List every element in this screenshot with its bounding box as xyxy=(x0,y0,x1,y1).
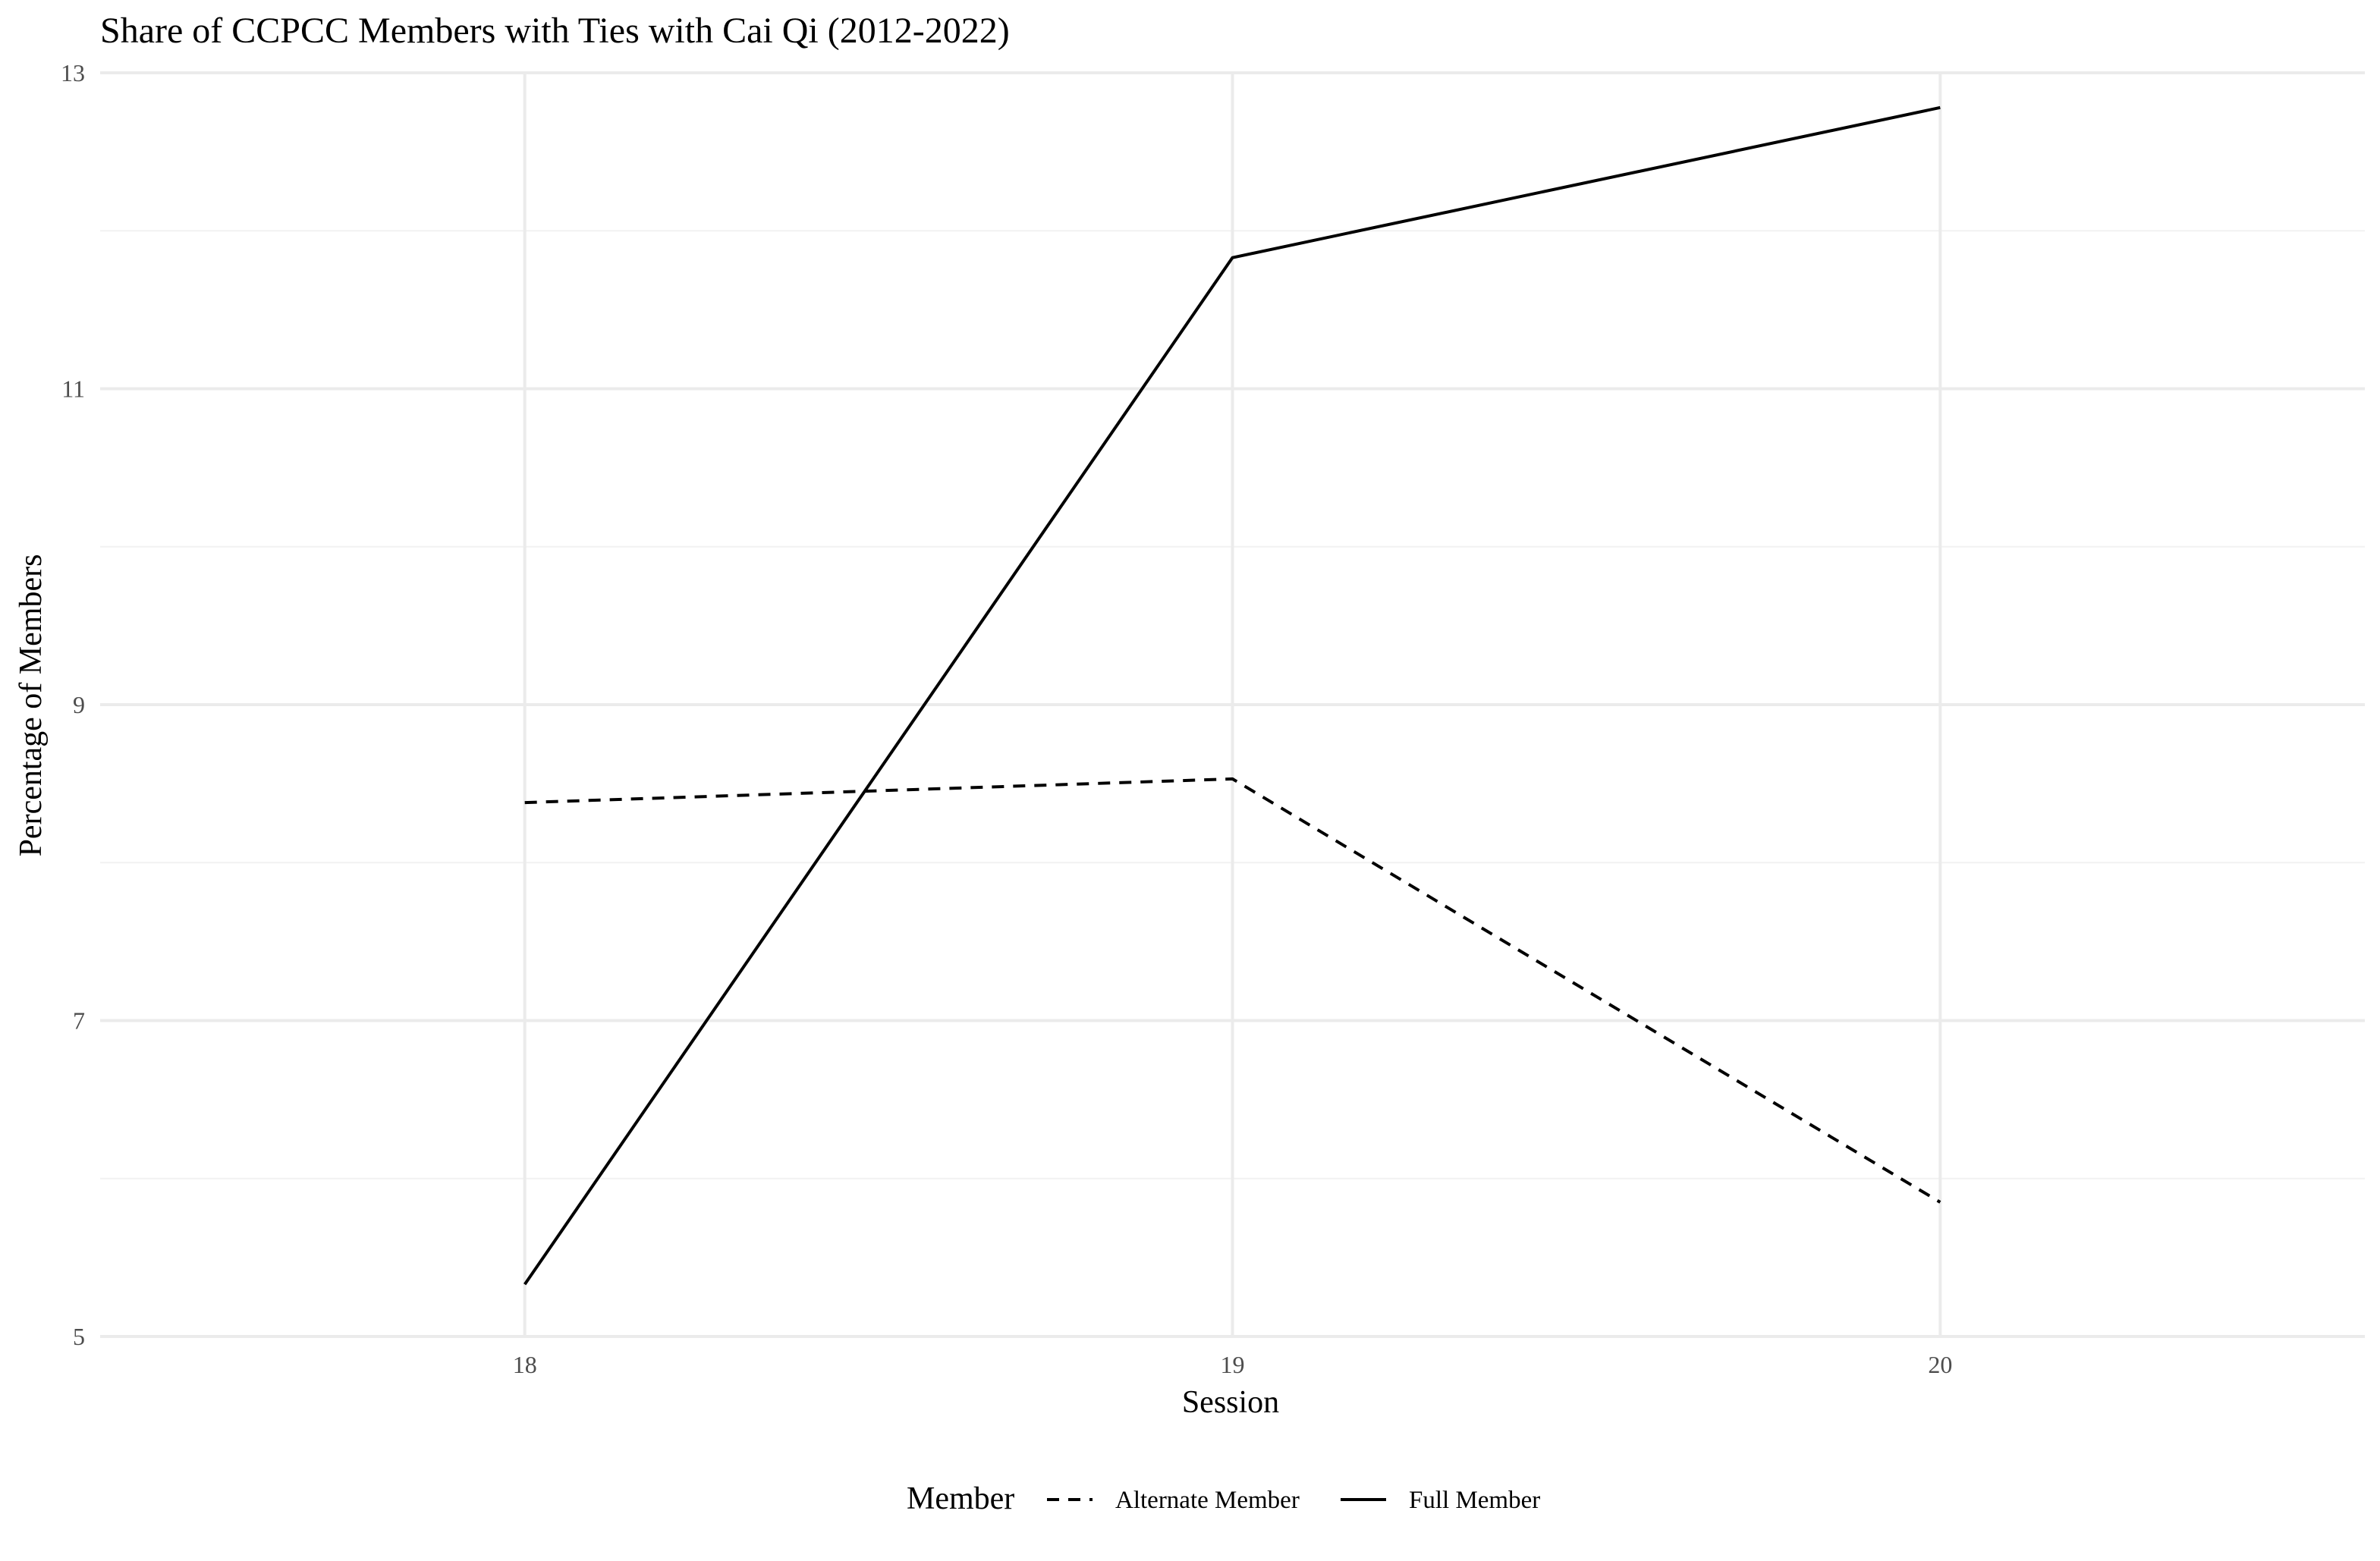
series-line-full-member xyxy=(523,105,1941,1286)
y-tick-label: 9 xyxy=(73,691,85,718)
series-lines xyxy=(523,105,1941,1286)
y-tick-label: 5 xyxy=(73,1323,85,1350)
x-axis-ticks: 18 19 20 xyxy=(513,1351,1953,1378)
y-tick-label: 7 xyxy=(73,1007,85,1035)
x-tick-label: 19 xyxy=(1221,1351,1245,1378)
y-axis-ticks: 5 7 9 11 13 xyxy=(61,59,85,1350)
legend-title: Member xyxy=(907,1481,1014,1516)
legend-label-alternate-member: Alternate Member xyxy=(1115,1487,1300,1514)
chart-title: Share of CCPCC Members with Ties with Ca… xyxy=(100,11,1010,51)
y-tick-label: 13 xyxy=(61,59,85,86)
legend-label-full-member: Full Member xyxy=(1409,1487,1540,1514)
x-axis-title: Session xyxy=(1182,1385,1279,1420)
y-axis-title: Percentage of Members xyxy=(14,554,49,857)
x-tick-label: 20 xyxy=(1928,1351,1952,1378)
x-tick-label: 18 xyxy=(513,1351,537,1378)
y-tick-label: 11 xyxy=(61,375,85,403)
series-line-alternate-member xyxy=(524,777,1941,1204)
grid xyxy=(100,71,2365,1338)
legend: Member Alternate Member Full Member xyxy=(907,1481,1540,1516)
